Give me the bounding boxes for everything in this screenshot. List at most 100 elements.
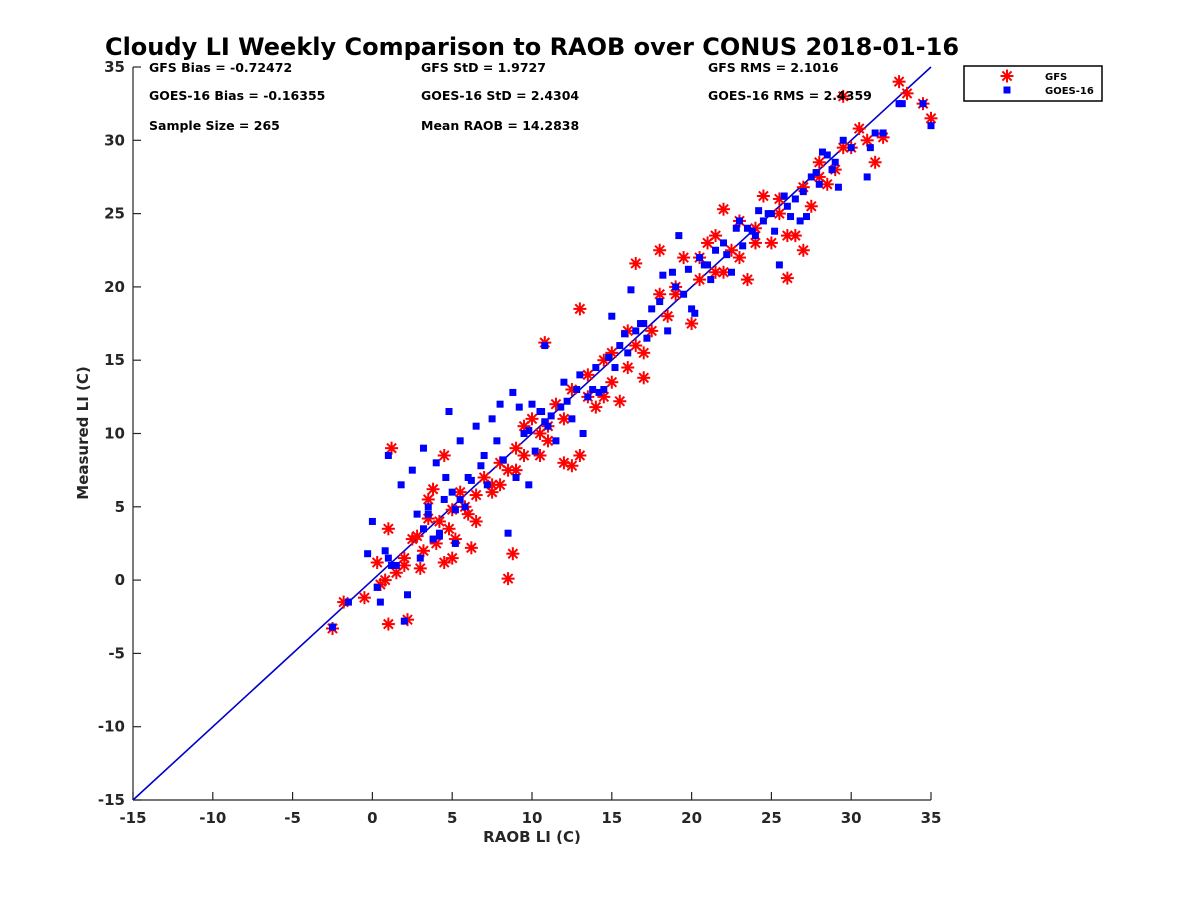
gfs-point (621, 361, 635, 375)
chart-title: Cloudy LI Weekly Comparison to RAOB over… (105, 33, 959, 61)
goes-16-point (504, 529, 512, 537)
gfs-point (709, 229, 723, 243)
goes-16-point (605, 353, 613, 361)
x-tick-label: -15 (119, 809, 146, 827)
goes-16-point (404, 591, 412, 599)
legend-label: GOES-16 (1045, 86, 1094, 97)
goes-16-point (416, 554, 424, 562)
goes-16-point (743, 224, 751, 232)
gfs-point (900, 86, 914, 100)
gfs-point (605, 375, 619, 389)
y-axis-label: Measured LI (C) (74, 366, 92, 499)
gfs-point (732, 251, 746, 265)
y-tick-label: 25 (104, 205, 125, 223)
legend-marker-goes-16 (1003, 86, 1011, 94)
gfs-point (573, 302, 587, 316)
goes-16-point (812, 169, 820, 177)
goes-16-point (637, 320, 645, 328)
goes-16-point (643, 334, 651, 342)
gfs-point (442, 522, 456, 536)
gfs-point (629, 256, 643, 270)
goes-16-point (707, 276, 715, 284)
gfs-point (432, 514, 446, 528)
goes-16-point (392, 561, 400, 569)
goes-16-point (408, 466, 416, 474)
goes-16-point (755, 207, 763, 215)
goes-16-point (691, 309, 699, 317)
goes-16-point (739, 242, 747, 250)
gfs-point (717, 265, 731, 279)
gfs-point (405, 532, 419, 546)
y-tick-label: 20 (104, 278, 125, 296)
x-tick-label: 25 (761, 809, 782, 827)
goes-16-point (799, 188, 807, 196)
goes-16-point (632, 327, 640, 335)
goes-16-point (576, 371, 584, 379)
gfs-point (804, 199, 818, 213)
goes-16-point (712, 246, 720, 254)
x-tick-label: 35 (921, 809, 942, 827)
goes-16-point (442, 473, 450, 481)
goes-16-point (493, 437, 501, 445)
y-tick-label: -5 (108, 644, 125, 662)
goes-16-point (688, 305, 696, 313)
gfs-point (709, 265, 723, 279)
goes-16-point (456, 437, 464, 445)
x-tick-label: 15 (601, 809, 622, 827)
gfs-point (397, 558, 411, 572)
goes-16-point (461, 503, 469, 511)
goes-16-point (538, 408, 546, 416)
stat-text: GFS RMS = 2.1016 (708, 60, 839, 75)
goes-16-point (659, 271, 667, 279)
goes-16-point (573, 386, 581, 394)
goes-16-point (547, 412, 555, 420)
gfs-point (836, 89, 850, 103)
gfs-point (820, 177, 834, 191)
y-tick-label: -10 (98, 718, 125, 736)
goes-16-point (373, 583, 381, 591)
legend-label: GFS (1045, 72, 1067, 83)
gfs-point (653, 243, 667, 257)
goes-16-point (648, 305, 656, 313)
goes-16-point (823, 151, 831, 159)
goes-16-point (839, 136, 847, 144)
gfs-point (493, 478, 507, 492)
gfs-point (525, 412, 539, 426)
goes-16-point (419, 525, 427, 533)
goes-16-point (520, 430, 528, 437)
gfs-point (557, 412, 571, 426)
goes-16-point (440, 495, 448, 503)
gfs-point (772, 207, 786, 221)
goes-16-point (329, 623, 336, 631)
goes-16-point (432, 459, 440, 467)
gfs-point (661, 309, 675, 323)
goes-16-point (560, 378, 568, 386)
gfs-point (453, 485, 467, 499)
axes: -15 -10 -5 0 5 10 15 20 25 30 35 -15 -10 -5 0 5 10 15 20 25… (98, 58, 942, 827)
goes-16-point (672, 283, 680, 291)
gfs-point (788, 229, 802, 243)
stat-text: Mean RAOB = 14.2838 (421, 118, 579, 133)
x-tick-label: -10 (199, 809, 226, 827)
goes-16-point (496, 400, 504, 408)
goes-16-point (783, 202, 791, 210)
goes-16-point (627, 286, 635, 294)
goes-16-point (557, 403, 565, 411)
goes-16-point (388, 561, 396, 569)
goes-16-point (579, 430, 587, 437)
gfs-point (764, 236, 778, 250)
goes-16-point (400, 617, 408, 625)
gfs-point (437, 556, 451, 570)
goes-16-point (584, 393, 592, 401)
goes-16-point (879, 129, 887, 137)
gfs-point (637, 371, 651, 385)
goes-16-point (656, 298, 664, 306)
gfs-point (717, 202, 731, 216)
gfs-point (812, 155, 826, 169)
goes-16-point (509, 388, 517, 396)
stat-text: GOES-16 RMS = 2.4359 (708, 88, 872, 103)
goes-16-point (680, 290, 688, 298)
goes-16-point (696, 254, 704, 262)
goes-16-point (424, 503, 432, 511)
goes-16-point (700, 261, 708, 269)
